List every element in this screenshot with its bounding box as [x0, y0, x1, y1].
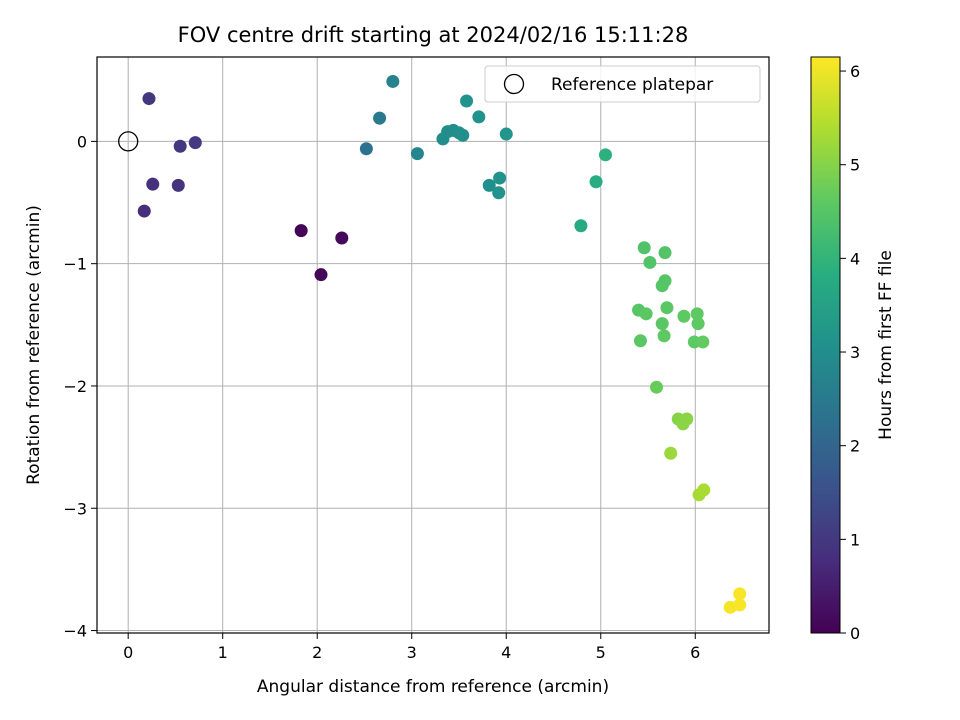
- reference-marker: [118, 131, 139, 152]
- data-point: [658, 274, 672, 288]
- data-point: [660, 301, 674, 315]
- data-point: [499, 127, 513, 141]
- data-point: [188, 136, 202, 150]
- reference-marker-group: [118, 131, 139, 152]
- data-point: [633, 334, 647, 348]
- legend-label: Reference platepar: [551, 75, 713, 95]
- colorbar-gradient: [810, 56, 841, 634]
- legend-box: [484, 65, 761, 103]
- data-point: [637, 241, 651, 255]
- data-point: [173, 139, 187, 153]
- plot-frame: [96, 56, 770, 634]
- y-tick-label: −4: [63, 622, 87, 641]
- data-point: [482, 178, 496, 192]
- x-tick-label: 0: [123, 643, 133, 662]
- data-point: [690, 307, 704, 321]
- x-axis-title: Angular distance from reference (arcmin): [257, 677, 609, 697]
- data-point: [733, 598, 747, 612]
- colorbar-tick-label: 1: [850, 530, 860, 549]
- colorbar: 0 1 2 3 4 5 6 Hours from first FF file: [810, 56, 896, 643]
- data-point: [680, 412, 694, 426]
- colorbar-ticks: 0 1 2 3 4 5 6: [840, 62, 860, 643]
- colorbar-tick-label: 3: [850, 343, 860, 362]
- x-tick-label: 5: [596, 643, 606, 662]
- data-point: [677, 309, 691, 323]
- data-point: [493, 171, 507, 185]
- data-point: [386, 74, 400, 88]
- colorbar-tick-label: 4: [850, 249, 860, 268]
- data-point: [598, 148, 612, 162]
- y-axis-title: Rotation from reference (arcmin): [24, 205, 44, 485]
- data-point: [697, 483, 711, 497]
- y-tick-label: 0: [77, 132, 87, 151]
- data-point: [589, 175, 603, 189]
- y-tick-label: −3: [63, 499, 87, 518]
- data-point: [733, 587, 747, 601]
- colorbar-tick-label: 5: [850, 156, 860, 175]
- data-point: [460, 94, 474, 108]
- data-point: [691, 317, 705, 331]
- data-point: [294, 224, 308, 238]
- data-point: [658, 246, 672, 260]
- data-point: [574, 219, 588, 233]
- data-point: [696, 335, 710, 349]
- data-point: [650, 380, 664, 394]
- colorbar-tick-label: 6: [850, 62, 860, 81]
- data-points: [137, 74, 747, 614]
- legend: Reference platepar: [484, 65, 761, 103]
- colorbar-tick-label: 2: [850, 437, 860, 456]
- x-tick-label: 2: [312, 643, 322, 662]
- data-point: [492, 186, 506, 200]
- data-point: [373, 111, 387, 125]
- x-tick-label: 6: [690, 643, 700, 662]
- y-tick-label: −2: [63, 377, 87, 396]
- data-point: [639, 307, 653, 321]
- data-point: [137, 204, 151, 218]
- data-point: [655, 317, 669, 331]
- data-point: [664, 446, 678, 460]
- data-point: [142, 92, 156, 106]
- colorbar-tick-label: 0: [850, 624, 860, 643]
- data-point: [456, 128, 470, 142]
- x-tick-label: 1: [218, 643, 228, 662]
- data-point: [410, 147, 424, 161]
- data-point: [643, 255, 657, 269]
- colorbar-title: Hours from first FF file: [876, 250, 896, 440]
- data-point: [314, 268, 328, 282]
- x-axis: 0 1 2 3 4 5 6: [123, 633, 700, 662]
- chart-title: FOV centre drift starting at 2024/02/16 …: [178, 23, 689, 47]
- legend-reference-marker: [503, 73, 525, 95]
- data-point: [657, 329, 671, 343]
- data-point: [146, 177, 160, 191]
- y-axis: 0 −1 −2 −3 −4: [63, 132, 97, 641]
- x-tick-label: 4: [501, 643, 511, 662]
- x-tick-label: 3: [407, 643, 417, 662]
- y-tick-label: −1: [63, 255, 87, 274]
- data-point: [472, 110, 486, 124]
- data-point: [359, 142, 373, 156]
- data-point: [335, 231, 349, 245]
- data-point: [171, 178, 185, 192]
